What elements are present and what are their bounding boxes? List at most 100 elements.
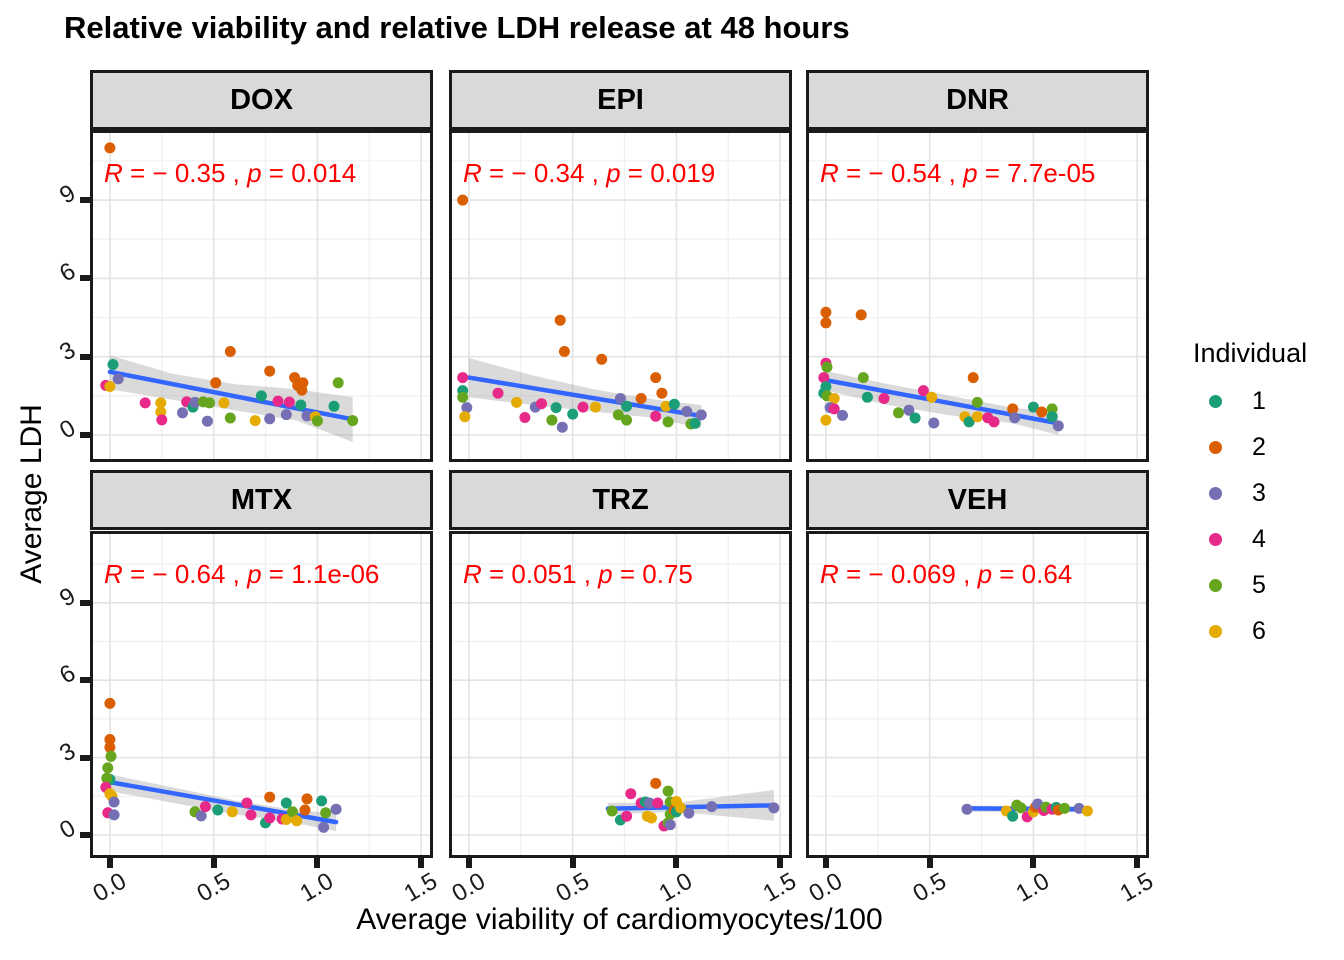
scatter-point (105, 750, 117, 762)
scatter-point (820, 317, 832, 329)
scatter-point (457, 372, 469, 384)
scatter-point (625, 788, 637, 800)
facet-label: DNR (946, 83, 1009, 116)
scatter-point (204, 397, 215, 409)
legend-dot (1209, 533, 1222, 546)
scatter-point (195, 810, 207, 822)
scatter-point (650, 372, 662, 384)
correlation-annotation: R = − 0.34 , p = 0.019 (463, 158, 715, 188)
y-tick-label: 3 (55, 336, 81, 367)
scatter-point (567, 408, 579, 420)
scatter-point (249, 415, 261, 427)
facet-strip-mtx: MTX (90, 470, 433, 530)
y-tick-mark (80, 353, 90, 360)
facet-strip-epi: EPI (449, 70, 792, 130)
scatter-point (662, 416, 674, 428)
scatter-point (155, 397, 167, 409)
scatter-point (201, 415, 213, 427)
scatter-point (295, 399, 307, 411)
facet-panel-mtx: R = − 0.64 , p = 1.1e-06 (90, 531, 433, 858)
scatter-point (928, 417, 940, 429)
scatter-point (596, 353, 608, 365)
scatter-point (621, 400, 633, 412)
y-tick-label: 6 (55, 659, 81, 690)
scatter-point (1046, 403, 1058, 415)
facet-panel-trz: R = 0.051 , p = 0.75 (449, 531, 792, 858)
scatter-point (536, 398, 547, 410)
scatter-point (245, 809, 257, 821)
scatter-point (459, 411, 471, 423)
y-tick-label: 6 (55, 257, 81, 288)
confidence-band (109, 355, 353, 442)
x-tick-mark (777, 858, 784, 868)
scatter-point (189, 396, 201, 408)
scatter-point (820, 306, 832, 318)
regression-line (107, 369, 355, 422)
scatter-point (903, 404, 915, 416)
scatter-point (646, 812, 657, 824)
legend-dot (1209, 441, 1222, 454)
scatter-point (264, 365, 276, 377)
scatter-point (330, 803, 342, 815)
scatter-point (820, 414, 832, 426)
legend-dot (1209, 579, 1222, 592)
correlation-annotation: R = − 0.54 , p = 7.7e-05 (820, 158, 1095, 188)
y-tick-mark (80, 197, 90, 204)
scatter-point (1007, 403, 1019, 415)
scatter-point (1046, 411, 1058, 423)
x-tick-mark (926, 858, 933, 868)
facet-panel-dnr: R = − 0.54 , p = 7.7e-05 (806, 130, 1149, 462)
scatter-point (681, 406, 693, 417)
scatter-point (104, 142, 116, 154)
scatter-point (909, 412, 921, 424)
x-axis-title: Average viability of cardiomyocytes/100 (356, 903, 883, 936)
scatter-point (558, 346, 570, 357)
scatter-point (893, 407, 904, 419)
scatter-point (590, 401, 601, 413)
scatter-point (332, 377, 344, 389)
y-tick-mark (80, 599, 90, 606)
x-tick-mark (106, 858, 113, 868)
x-tick-mark (418, 858, 425, 868)
x-tick-mark (1030, 858, 1037, 868)
facet-label: DOX (230, 83, 293, 116)
x-tick-mark (210, 858, 217, 868)
facet-panel-veh: R = − 0.069 , p = 0.64 (806, 531, 1149, 858)
scatter-point (695, 409, 707, 421)
scatter-point (988, 416, 1000, 428)
scatter-point (318, 821, 330, 833)
scatter-point (664, 819, 676, 831)
facet-strip-dox: DOX (90, 70, 433, 130)
scatter-point (861, 391, 873, 403)
scatter-point (837, 409, 848, 421)
scatter-point (264, 791, 276, 803)
scatter-point (1015, 802, 1027, 814)
scatter-point (291, 815, 303, 827)
scatter-point (101, 772, 113, 784)
scatter-point (706, 801, 718, 813)
scatter-point (457, 194, 469, 206)
y-tick-label: 3 (55, 736, 81, 768)
scatter-point (967, 372, 979, 384)
scatter-point (104, 697, 116, 709)
scatter-point (177, 407, 188, 419)
scatter-point (606, 805, 618, 817)
facet-strip-trz: TRZ (449, 470, 792, 530)
scatter-point (241, 797, 253, 809)
y-tick-mark (80, 432, 90, 438)
y-tick-label: 0 (55, 814, 81, 845)
facet-label: MTX (230, 483, 293, 516)
scatter-point (614, 393, 626, 404)
legend-label: 1 (1252, 387, 1266, 415)
scatter-point (108, 809, 120, 821)
scatter-point (104, 741, 116, 753)
x-tick-mark (673, 858, 680, 868)
scatter-point (660, 400, 672, 412)
scatter-point (347, 415, 359, 427)
scatter-point (683, 807, 695, 819)
scatter-point (1027, 401, 1039, 413)
scatter-point (311, 415, 323, 427)
scatter-point (102, 762, 114, 774)
scatter-point (299, 804, 311, 816)
scatter-point (818, 372, 830, 384)
